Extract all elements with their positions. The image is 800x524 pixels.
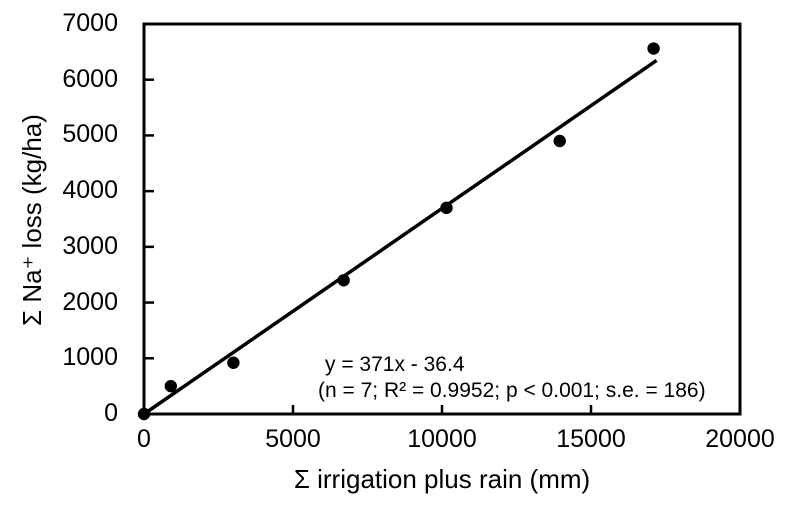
y-tick-label: 7000 (62, 9, 118, 37)
x-tick-label: 0 (137, 425, 151, 453)
data-point (164, 379, 178, 393)
y-tick-label: 5000 (62, 120, 118, 149)
regression-stats: (n = 7; R² = 0.9952; p < 0.001; s.e. = 1… (318, 379, 706, 402)
y-axis-title: Σ Na⁺ loss (kg/ha) (17, 114, 47, 326)
regression-equation: y = 371x - 36.4 (325, 353, 465, 376)
data-point (227, 356, 240, 369)
data-point (337, 274, 350, 287)
y-tick-label: 4000 (62, 176, 118, 205)
trend-line (143, 59, 658, 416)
y-tick-label: 6000 (62, 64, 118, 93)
plot-frame (142, 22, 742, 416)
data-point (137, 407, 151, 421)
y-tick-label: 0 (104, 399, 118, 427)
data-point (440, 201, 453, 215)
y-tick-label: 2000 (62, 287, 118, 316)
data-point (553, 134, 566, 148)
data-point (647, 42, 660, 55)
regression-annotation: y = 371x - 36.4 (n = 7; R² = 0.9952; p <… (318, 352, 706, 404)
y-tick-label: 3000 (62, 231, 118, 260)
x-tick-label: 10000 (407, 425, 477, 453)
x-tick-label: 20000 (705, 425, 775, 453)
y-tick-label: 1000 (62, 343, 118, 372)
x-tick-label: 5000 (265, 425, 321, 453)
x-tick-label: 15000 (556, 425, 626, 453)
x-axis-title: Σ irrigation plus rain (mm) (293, 464, 591, 494)
